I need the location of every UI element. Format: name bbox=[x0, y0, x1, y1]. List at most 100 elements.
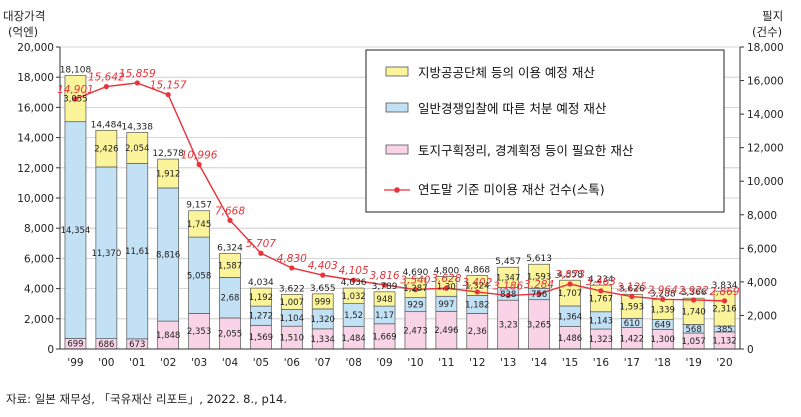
line-point-label: 10,996 bbox=[181, 150, 218, 162]
bar-total-label: 3,366 bbox=[681, 288, 707, 298]
bar-total-label: 4,036 bbox=[341, 278, 367, 288]
bar-segment-label: 1,17 bbox=[375, 311, 394, 321]
x-tick-label: '19 bbox=[686, 357, 702, 369]
bar-segment-label: 2,473 bbox=[403, 326, 427, 336]
line-point-label: 3,873 bbox=[555, 269, 585, 281]
bar-segment bbox=[373, 291, 396, 307]
bar-segment-label: 1,323 bbox=[589, 335, 613, 345]
line-point-label: 4,105 bbox=[339, 265, 369, 277]
x-tick-label: '15 bbox=[562, 357, 578, 369]
y-left-tick-label: 20,000 bbox=[17, 42, 54, 54]
bar-segment-label: 756 bbox=[531, 290, 547, 300]
bar-segment-label: 610 bbox=[624, 319, 640, 329]
line-point bbox=[505, 292, 511, 299]
line-point-label: 3,284 bbox=[524, 279, 554, 291]
bar-segment-label: 3,055 bbox=[63, 95, 87, 105]
y-left-label-1: 대장가격 bbox=[3, 9, 45, 23]
bar-segment bbox=[342, 287, 365, 304]
line-point-label: 15,157 bbox=[150, 80, 187, 92]
y-right-tick-label: 12,000 bbox=[747, 143, 784, 155]
x-tick-label: '01 bbox=[129, 357, 145, 369]
line-point-label: 2,869 bbox=[710, 286, 740, 298]
line-point-label: 5,707 bbox=[246, 238, 276, 250]
bar-total-label: 6,324 bbox=[217, 244, 243, 254]
x-tick-label: '03 bbox=[191, 357, 207, 369]
bar-total-label: 9,157 bbox=[186, 201, 212, 211]
y-left-tick-label: 8,000 bbox=[24, 223, 54, 235]
data-labels: 699 14,354 3,055 18,108 686 11,370 2,426 14,484… bbox=[57, 66, 740, 350]
bar-segment-label: 1,707 bbox=[558, 289, 582, 299]
bar-segment-label: 2,353 bbox=[187, 327, 211, 337]
x-tick-label: '14 bbox=[531, 357, 548, 369]
bar-segment bbox=[466, 275, 489, 296]
line-point bbox=[474, 289, 480, 295]
line-point-label: 3,186 bbox=[493, 281, 523, 293]
y-right-tick-label: 2,000 bbox=[747, 310, 777, 322]
bar-segment bbox=[528, 263, 550, 289]
bar-total-label: 4,234 bbox=[588, 275, 614, 285]
bar-segment-label: 1,132 bbox=[712, 336, 736, 346]
line-point-label: 7,668 bbox=[215, 205, 245, 217]
x-tick-label: '08 bbox=[346, 357, 362, 369]
bar-segment-label: 1,347 bbox=[496, 273, 520, 283]
bar-segment-label: 1,287 bbox=[403, 284, 427, 294]
bar-segment bbox=[497, 266, 520, 288]
bar-total-label: 3,622 bbox=[279, 284, 305, 294]
bar-segment-label: 2,055 bbox=[218, 329, 242, 339]
bar-segment-label: 1,52 bbox=[344, 311, 363, 321]
legend-line-marker bbox=[394, 187, 400, 193]
y-left-tick-label: 14,000 bbox=[17, 133, 54, 145]
bar-total-label: 5,457 bbox=[495, 257, 521, 267]
bar-segment-label: 1,569 bbox=[249, 333, 273, 343]
line-point bbox=[320, 272, 326, 278]
legend-box bbox=[365, 49, 725, 213]
bar-segment-label: 686 bbox=[98, 340, 114, 350]
x-tick-label: '99 bbox=[67, 357, 83, 369]
line-path bbox=[75, 82, 725, 302]
y-left-tick-label: 12,000 bbox=[17, 163, 54, 175]
bar-total-label: 14,338 bbox=[122, 122, 154, 132]
x-tick-label: '09 bbox=[376, 357, 392, 369]
line-point bbox=[567, 281, 573, 287]
bar-segment-label: 1,422 bbox=[620, 334, 644, 344]
line-point bbox=[412, 287, 419, 293]
bar-segment-label: 2,054 bbox=[125, 144, 149, 154]
bar-total-label: 5,613 bbox=[526, 254, 552, 264]
bar-segment bbox=[95, 129, 118, 168]
y-left-tick-label: 16,000 bbox=[17, 102, 54, 114]
line-point bbox=[691, 297, 697, 303]
y-right-tick-label: 6,000 bbox=[747, 243, 777, 255]
y-right-tick-label: 14,000 bbox=[747, 109, 784, 121]
x-tick-label: '00 bbox=[98, 357, 114, 369]
line-point bbox=[165, 92, 171, 98]
y-left-tick-label: 10,000 bbox=[17, 193, 54, 205]
line-point-label: 15,859 bbox=[119, 68, 156, 80]
x-tick-label: '20 bbox=[716, 357, 732, 369]
bar-segment bbox=[559, 279, 581, 307]
bar-segment-label: 999 bbox=[315, 297, 331, 307]
bar-total-label: 3,789 bbox=[372, 282, 398, 292]
bar-segment-label: 8,816 bbox=[156, 251, 180, 261]
bar-total-label: 3,655 bbox=[310, 284, 336, 294]
line-point bbox=[258, 250, 264, 256]
bar-segment-label: 1,192 bbox=[249, 293, 273, 303]
bar-segment bbox=[126, 132, 149, 164]
line-point bbox=[660, 296, 666, 302]
legend-swatch-yellow bbox=[385, 66, 409, 77]
bar-total-label: 18,108 bbox=[60, 66, 92, 76]
y-left-tick-label: 6,000 bbox=[24, 253, 54, 265]
line-point-label: 3,540 bbox=[400, 275, 430, 287]
bar-segment-label: 3,265 bbox=[527, 320, 551, 330]
bar-segment-label: 11,61 bbox=[125, 247, 149, 257]
bar-segment bbox=[713, 290, 736, 327]
line-point bbox=[289, 265, 295, 271]
bar-segment-label: 1,143 bbox=[589, 316, 613, 326]
legend-label-land: 토지구획정리, 경계획정 등이 필요한 재산 bbox=[418, 143, 634, 158]
line-point bbox=[134, 80, 140, 86]
y-right-tick-label: 8,000 bbox=[747, 210, 777, 222]
x-tick-label: '07 bbox=[315, 357, 331, 369]
bar-segment-label: 1,740 bbox=[681, 307, 705, 317]
bar-segment-label: 673 bbox=[129, 340, 145, 350]
bar-segment-label: 1,669 bbox=[372, 332, 396, 342]
